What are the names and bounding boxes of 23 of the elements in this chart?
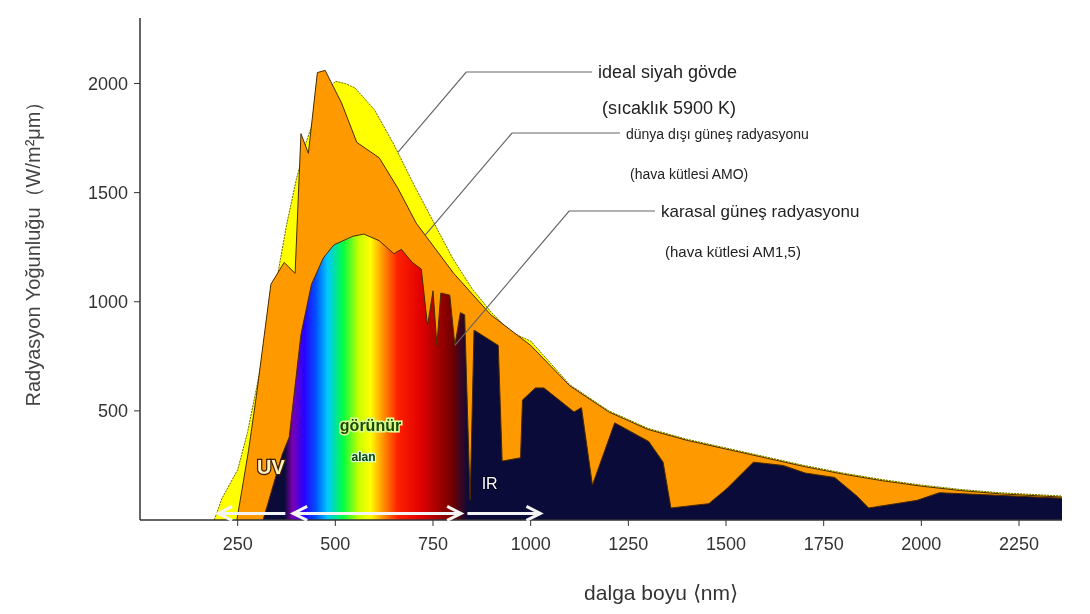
y-tick-label: 2000	[87, 73, 128, 94]
annotation: (hava kütlesi AM1,5)	[665, 243, 801, 260]
x-tick-label: 1250	[608, 534, 649, 554]
x-tick-label: 1500	[705, 534, 747, 554]
annotation: (sıcaklık 5900 K)	[602, 98, 737, 118]
x-tick-label: 2250	[999, 534, 1040, 554]
annotation: karasal güneş radyasyonu	[661, 202, 860, 221]
y-tick-label: 1000	[87, 292, 128, 313]
x-axis-title: dalga boyu ⟨nm⟩	[584, 581, 738, 604]
y-tick-label: 500	[97, 401, 128, 422]
x-tick-label: 2000	[901, 534, 942, 554]
y-tick-label: 1500	[87, 182, 128, 203]
x-tick-label: 750	[417, 534, 449, 554]
annotation: dünya dışı güneş radyasyonu	[626, 126, 809, 142]
annotation: (hava kütlesi AMO)	[630, 166, 749, 182]
x-tick-label: 500	[320, 534, 351, 554]
x-tick-label: 250	[222, 534, 253, 554]
annotation: alan	[351, 450, 376, 465]
x-tick-label: 1000	[510, 534, 551, 554]
y-axis-title: Radyasyon Yoğunluğu（W/m²μm）	[22, 91, 44, 407]
annotation: IR	[481, 475, 498, 493]
annotation: ideal siyah gövde	[598, 62, 738, 82]
x-tick-label: 1750	[803, 534, 844, 554]
